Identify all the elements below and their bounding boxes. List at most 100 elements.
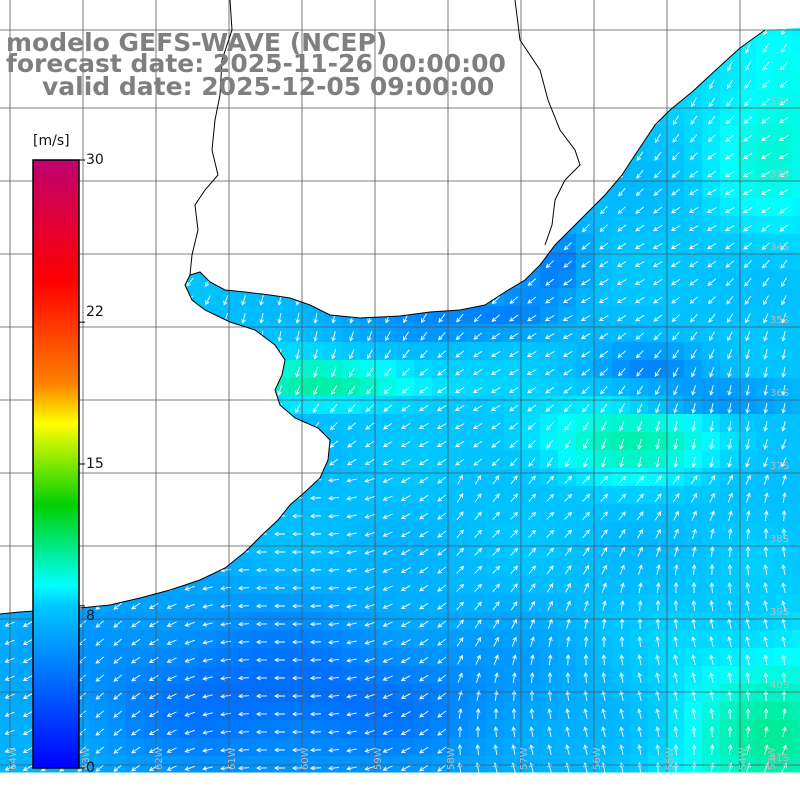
wind-arrow <box>617 242 627 250</box>
wind-cell <box>720 702 739 721</box>
colorbar-unit: [m/s] <box>33 133 70 149</box>
wind-cell <box>324 486 343 505</box>
wind-arrow <box>742 189 753 195</box>
wind-cell <box>522 684 541 703</box>
wind-cell <box>342 468 361 487</box>
wind-arrow <box>419 692 429 700</box>
wind-cell <box>666 234 685 253</box>
wind-arrow <box>474 547 483 556</box>
wind-arrow <box>634 279 645 285</box>
wind-arrow <box>617 368 626 377</box>
wind-arrow <box>95 764 105 772</box>
wind-cell <box>792 666 800 685</box>
wind-cell <box>432 378 451 397</box>
wind-cell <box>756 270 775 289</box>
wind-arrow <box>186 277 194 287</box>
wind-arrow <box>22 693 33 699</box>
wind-cell <box>144 612 163 631</box>
wind-cell <box>774 378 793 397</box>
wind-arrow <box>781 384 786 396</box>
wind-arrow <box>400 621 411 627</box>
wind-cell <box>576 504 595 523</box>
wind-arrow <box>781 564 786 575</box>
wind-cell <box>702 414 721 433</box>
wind-arrow <box>691 438 696 450</box>
wind-arrow <box>510 511 519 520</box>
wind-cell <box>774 324 793 343</box>
wind-cell <box>540 414 559 433</box>
wind-arrow <box>690 475 698 485</box>
wind-cell <box>360 324 379 343</box>
wind-arrow <box>582 493 591 502</box>
wind-arrow <box>166 639 177 645</box>
wind-cell <box>396 594 415 613</box>
wind-arrow <box>745 546 751 558</box>
wind-cell <box>720 324 739 343</box>
wind-arrow <box>547 600 553 611</box>
wind-arrow <box>529 672 535 684</box>
wind-cell <box>126 666 145 685</box>
wind-cell <box>540 396 559 415</box>
wind-arrow <box>673 744 679 756</box>
latitude-label: 39S <box>770 607 789 618</box>
wind-arrow <box>583 457 589 468</box>
wind-arrow <box>619 564 625 575</box>
wind-arrow <box>709 672 714 683</box>
wind-cell <box>792 90 800 109</box>
wind-arrow <box>329 422 338 431</box>
wind-arrow <box>348 385 356 395</box>
wind-arrow <box>745 349 750 360</box>
wind-arrow <box>724 189 735 195</box>
wind-arrow <box>328 747 340 753</box>
wind-arrow <box>528 511 537 520</box>
wind-arrow <box>437 710 447 718</box>
wind-cell <box>414 738 433 757</box>
wind-cell <box>540 522 559 541</box>
wind-arrow <box>546 511 555 520</box>
wind-arrow <box>400 441 411 447</box>
wind-arrow <box>418 423 429 430</box>
wind-arrow <box>202 748 213 753</box>
wind-cell <box>252 738 271 757</box>
wind-arrow <box>602 600 607 611</box>
wind-arrow <box>781 366 786 378</box>
wind-arrow <box>618 403 625 414</box>
wind-arrow <box>619 726 624 737</box>
wind-arrow <box>364 640 375 645</box>
wind-arrow <box>544 315 555 322</box>
wind-arrow <box>563 404 572 413</box>
wind-arrow <box>745 672 750 684</box>
wind-arrow <box>492 583 500 593</box>
wind-arrow <box>437 512 447 520</box>
wind-arrow <box>673 690 678 701</box>
wind-arrow <box>491 332 501 340</box>
wind-arrow <box>727 582 733 594</box>
valid-date: valid date: 2025-12-05 09:00:00 <box>42 72 495 101</box>
wind-arrow <box>564 565 572 575</box>
wind-cell <box>666 324 685 343</box>
wind-arrow <box>746 492 751 503</box>
wind-cell <box>594 396 613 415</box>
wind-arrow <box>745 654 750 665</box>
wind-arrow <box>689 152 698 161</box>
wind-arrow <box>600 511 608 521</box>
wind-arrow <box>131 728 141 736</box>
wind-cell <box>18 756 37 773</box>
wind-arrow <box>600 529 608 539</box>
wind-arrow <box>706 189 717 196</box>
wind-arrow <box>382 459 393 465</box>
wind-cell <box>360 612 379 631</box>
wind-arrow <box>510 601 518 611</box>
wind-cell <box>756 450 775 469</box>
wind-arrow <box>671 152 680 161</box>
wind-cell <box>792 576 800 595</box>
wind-arrow <box>527 422 537 430</box>
wind-arrow <box>743 134 753 142</box>
wind-arrow <box>510 583 518 593</box>
wind-arrow <box>437 368 447 376</box>
wind-arrow <box>492 529 501 538</box>
wind-arrow <box>672 331 680 341</box>
wind-arrow <box>364 694 375 699</box>
wind-arrow <box>113 674 123 682</box>
wind-cell <box>162 594 181 613</box>
